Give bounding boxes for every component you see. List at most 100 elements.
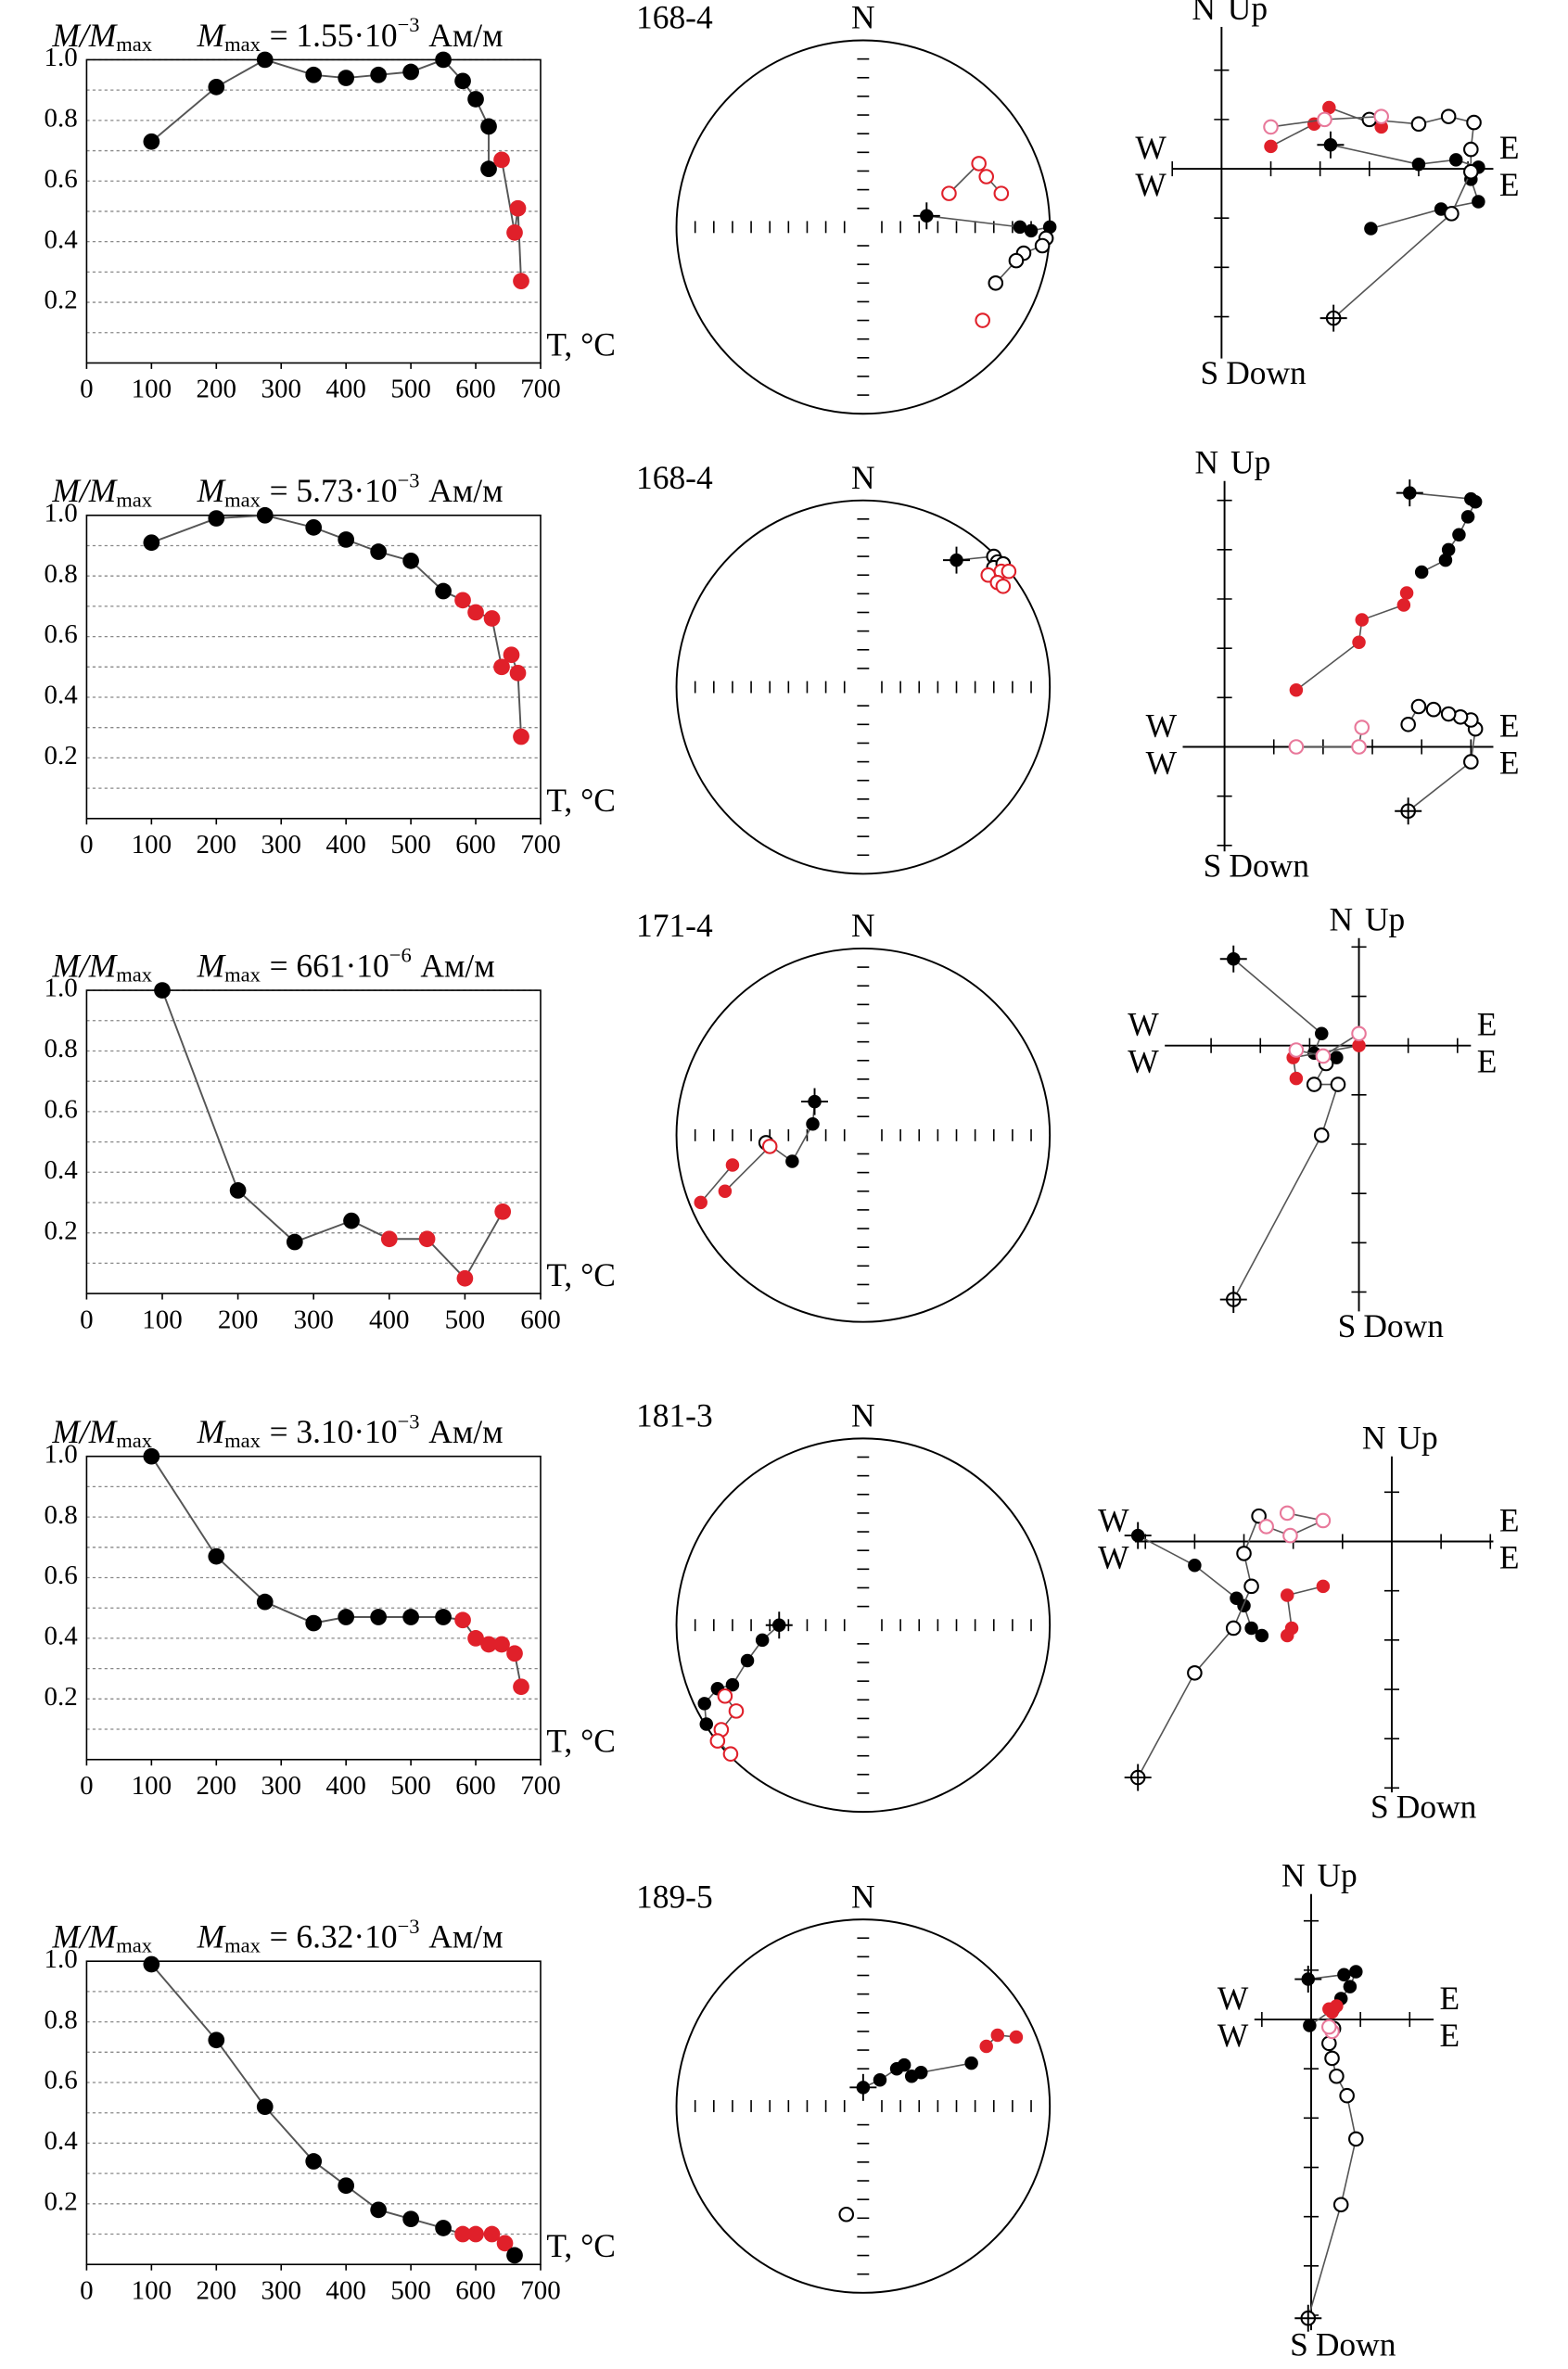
marker-circle — [1324, 2050, 1340, 2067]
marker-circle — [1400, 717, 1416, 732]
marker-dot — [1280, 1588, 1294, 1602]
marker-circle — [1236, 1546, 1252, 1561]
data-point — [785, 1154, 799, 1168]
y-label-sub: max — [116, 488, 152, 511]
data-point — [1263, 119, 1279, 135]
marker-dot — [1411, 157, 1426, 172]
marker-dot — [1448, 153, 1463, 167]
axis-label: W — [1098, 1501, 1129, 1538]
data-point — [402, 1609, 419, 1625]
marker-dot — [1396, 598, 1411, 612]
data-point — [1351, 1025, 1367, 1042]
axis-label: Down — [1229, 847, 1309, 885]
marker-circle — [1225, 1620, 1242, 1637]
y-label-sub: max — [116, 963, 152, 987]
title-unit: Ам/м — [428, 1918, 503, 1955]
y-tick-label: 0.6 — [45, 1095, 78, 1125]
y-tick-label: 0.4 — [45, 1155, 79, 1185]
data-point — [305, 519, 323, 536]
y-tick-label: 1.0 — [45, 1439, 78, 1469]
title-sup: −3 — [398, 1915, 420, 1938]
y-tick-label: 0.2 — [45, 286, 78, 315]
data-point — [975, 312, 990, 328]
data-point — [286, 1233, 303, 1251]
data-point — [765, 1611, 793, 1639]
marker-dot — [1352, 635, 1366, 649]
x-tick-label: 400 — [369, 1305, 409, 1334]
data-point — [454, 592, 471, 609]
x-tick-label: 400 — [325, 830, 365, 860]
data-point — [343, 1212, 360, 1229]
axis-label: W — [1128, 1005, 1159, 1042]
y-label-main: M/M — [51, 17, 118, 54]
x-tick-label: 500 — [390, 2275, 430, 2305]
marker-dot — [1349, 1965, 1363, 1979]
marker-circle — [1329, 2068, 1345, 2084]
data-point — [1306, 1076, 1322, 1092]
x-tick-label: 600 — [455, 830, 495, 860]
marker-dot — [740, 1653, 755, 1668]
title-sub: max — [224, 32, 261, 56]
y-tick-label: 0.8 — [45, 1034, 78, 1064]
north-label: N — [851, 907, 875, 944]
data-point — [435, 582, 452, 600]
marker-dot — [699, 1717, 714, 1731]
marker-circle — [1351, 739, 1367, 755]
marker-circle — [1282, 1527, 1298, 1544]
data-point — [1351, 739, 1367, 755]
axis-label: N — [1192, 0, 1216, 27]
marker-circle — [1243, 1578, 1259, 1595]
data-point — [435, 1609, 452, 1625]
axis-label: S — [1290, 2326, 1308, 2363]
title-symbol: M — [197, 1918, 227, 1955]
data-point — [740, 1653, 755, 1668]
marker-circle — [1373, 108, 1389, 124]
data-point — [1294, 2304, 1322, 2332]
data-point — [506, 223, 523, 241]
x-axis-label: T, °C — [546, 325, 616, 363]
data-point — [496, 2235, 514, 2252]
data-point — [1348, 2131, 1364, 2147]
chart-title: Mmax = 5.73·10−3 Ам/м — [197, 469, 504, 512]
data-point — [1441, 542, 1456, 557]
chart-title: Mmax = 6.32·10−3 Ам/м — [197, 1915, 504, 1957]
y-label-sub: max — [116, 32, 152, 56]
x-tick-label: 200 — [197, 2275, 236, 2305]
data-point — [941, 185, 957, 201]
x-tick-label: 0 — [80, 830, 93, 860]
net-circle — [675, 499, 1052, 875]
axis-label: Up — [1228, 0, 1268, 27]
marker-circle — [993, 185, 1010, 201]
data-point — [1255, 1628, 1269, 1643]
marker-circle — [941, 185, 957, 201]
marker-circle — [1330, 1076, 1346, 1092]
data-point — [1349, 1965, 1363, 1979]
marker-circle — [1306, 1076, 1322, 1092]
title-unit: Ам/м — [428, 17, 503, 54]
marker-dot — [1289, 683, 1304, 697]
marker-dot — [1264, 139, 1278, 154]
data-point — [435, 51, 452, 69]
marker-circle — [1463, 163, 1479, 180]
title-symbol: M — [197, 17, 227, 54]
axis-label: Down — [1396, 1789, 1477, 1826]
axis-label: E — [1477, 1043, 1498, 1080]
data-point — [1324, 2050, 1340, 2067]
data-point — [1187, 1664, 1203, 1681]
y-tick-label: 1.0 — [45, 1944, 78, 1974]
marker-dot — [718, 1184, 733, 1198]
data-point — [1466, 114, 1482, 131]
marker-dot — [1237, 1598, 1251, 1613]
data-point — [143, 1955, 160, 1973]
data-point — [1319, 304, 1347, 332]
x-tick-label: 500 — [390, 1771, 430, 1801]
marker-dot — [697, 1697, 711, 1711]
x-tick-label: 700 — [520, 375, 560, 404]
y-label-sub: max — [116, 1429, 152, 1452]
y-label-sub: max — [116, 1934, 152, 1957]
marker-dot — [1337, 1968, 1351, 1981]
sample-label: 168-4 — [636, 0, 713, 36]
data-point — [849, 2073, 877, 2101]
marker-dot — [1284, 1621, 1299, 1636]
